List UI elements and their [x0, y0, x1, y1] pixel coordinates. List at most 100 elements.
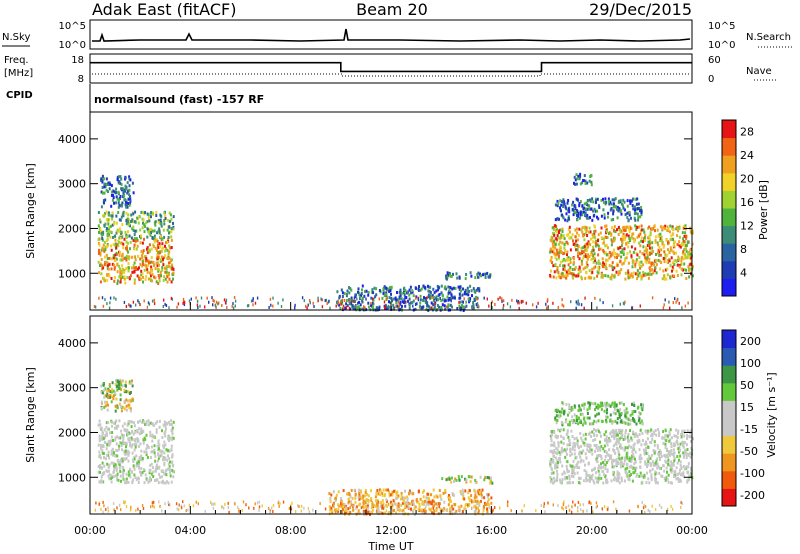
- velocity-speckle-17: [563, 500, 565, 504]
- velocity-echo-5-184: [606, 404, 609, 408]
- velocity-echo-4-543: [664, 434, 667, 438]
- velocity-echo-4-730: [677, 478, 680, 482]
- power-echo-5-535: [568, 225, 571, 229]
- power-echo-6-68: [589, 199, 592, 203]
- velocity-echo-2-297: [417, 500, 420, 504]
- velocity-echo-0-507: [123, 422, 126, 426]
- power-echo-0-241: [110, 248, 113, 252]
- power-speckle-250: [428, 306, 431, 310]
- power-echo-0-126: [98, 243, 101, 247]
- velocity-echo-4-792: [628, 470, 631, 474]
- velocity-echo-2-83: [404, 502, 407, 505]
- power-echo-0-60: [116, 270, 119, 274]
- velocity-echo-0-506: [126, 432, 129, 436]
- power-echo-5-565: [611, 226, 613, 230]
- power-echo-0-329: [128, 266, 130, 270]
- velocity-echo-4-314: [634, 450, 637, 454]
- velocity-echo-5-143: [568, 403, 571, 407]
- power-speckle-60: [113, 296, 115, 300]
- power-colorbar-swatch-5: [722, 190, 736, 209]
- power-echo-0-231: [152, 261, 155, 265]
- power-echo-3-218: [424, 301, 427, 304]
- power-echo-5-372: [592, 257, 595, 260]
- power-speckle-65: [340, 302, 342, 306]
- power-echo-5-77: [688, 268, 690, 272]
- velocity-echo-0-247: [170, 480, 173, 484]
- power-echo-5-355: [640, 239, 643, 243]
- power-echo-5-555: [585, 226, 588, 230]
- velocity-echo-0-117: [118, 466, 121, 470]
- power-echo-5-234: [582, 234, 585, 238]
- velocity-speckle-44: [364, 510, 367, 514]
- velocity-echo-5-134: [603, 409, 606, 413]
- power-echo-5-5: [653, 225, 656, 229]
- power-echo-5-610: [668, 251, 671, 255]
- velocity-echo-1-81: [105, 394, 108, 398]
- power-echo-6-49: [560, 209, 562, 213]
- power-echo-3-338: [357, 290, 359, 294]
- velocity-echo-0-498: [164, 457, 167, 461]
- velocity-echo-2-355: [452, 493, 455, 497]
- power-echo-6-33: [577, 212, 580, 215]
- power-echo-6-119: [558, 217, 560, 221]
- power-echo-5-643: [687, 251, 690, 255]
- velocity-echo-4-237: [560, 450, 563, 454]
- power-echo-6-110: [584, 211, 587, 215]
- power-speckle-149: [522, 299, 524, 303]
- velocity-echo-5-43: [579, 408, 582, 412]
- velocity-speckle-232: [491, 509, 493, 513]
- power-echo-0-10: [159, 245, 162, 249]
- velocity-echo-0-508: [115, 468, 118, 472]
- power-echo-5-794: [591, 233, 594, 237]
- velocity-echo-0-270: [120, 433, 123, 437]
- velocity-echo-4-350: [613, 437, 616, 441]
- velocity-echo-5-125: [616, 409, 619, 413]
- power-echo-6-112: [632, 207, 635, 211]
- power-speckle-148: [525, 301, 527, 305]
- velocity-echo-4-340: [568, 474, 571, 478]
- velocity-echo-2-282: [450, 508, 453, 512]
- power-echo-0-279: [100, 258, 103, 261]
- power-echo-5-790: [616, 252, 619, 256]
- power-echo-2-20: [100, 190, 103, 194]
- velocity-echo-4-628: [669, 464, 672, 468]
- velocity-echo-5-128: [610, 403, 613, 407]
- power-echo-3-292: [339, 307, 342, 310]
- velocity-speckle-147: [596, 504, 598, 508]
- power-echo-1-171: [159, 213, 162, 217]
- power-echo-5-275: [596, 274, 599, 278]
- power-echo-0-113: [127, 257, 130, 261]
- velocity-echo-4-850: [625, 452, 628, 456]
- power-echo-1-219: [99, 218, 101, 222]
- power-echo-3-192: [432, 287, 435, 291]
- power-echo-5-665: [578, 265, 581, 269]
- power-echo-5-183: [590, 258, 593, 261]
- velocity-echo-2-290: [428, 498, 431, 501]
- velocity-speckle-149: [180, 504, 182, 508]
- velocity-speckle-68: [403, 508, 405, 512]
- power-echo-5-568: [570, 236, 573, 240]
- velocity-echo-2-443: [381, 506, 384, 510]
- velocity-echo-2-420: [348, 493, 351, 497]
- velocity-echo-1-63: [108, 383, 111, 386]
- power-echo-5-269: [559, 236, 562, 240]
- velocity-echo-4-584: [680, 435, 683, 439]
- velocity-echo-5-140: [573, 419, 575, 422]
- power-echo-6-144: [583, 202, 586, 206]
- power-echo-1-170: [115, 214, 118, 218]
- power-echo-5-832: [557, 254, 560, 258]
- velocity-echo-2-207: [421, 500, 424, 504]
- power-speckle-13: [218, 301, 220, 305]
- power-echo-3-312: [440, 291, 443, 295]
- power-echo-3-57: [419, 298, 422, 302]
- velocity-echo-2-203: [416, 500, 418, 504]
- power-speckle-7: [502, 306, 504, 310]
- power-echo-6-189: [562, 198, 565, 202]
- power-echo-5-821: [636, 226, 639, 229]
- velocity-echo-0-517: [125, 428, 128, 432]
- velocity-echo-1-4: [119, 393, 122, 397]
- velocity-echo-4-709: [561, 472, 564, 476]
- velocity-speckle-110: [195, 500, 197, 504]
- velocity-echo-0-427: [115, 448, 118, 452]
- power-speckle-81: [459, 296, 462, 300]
